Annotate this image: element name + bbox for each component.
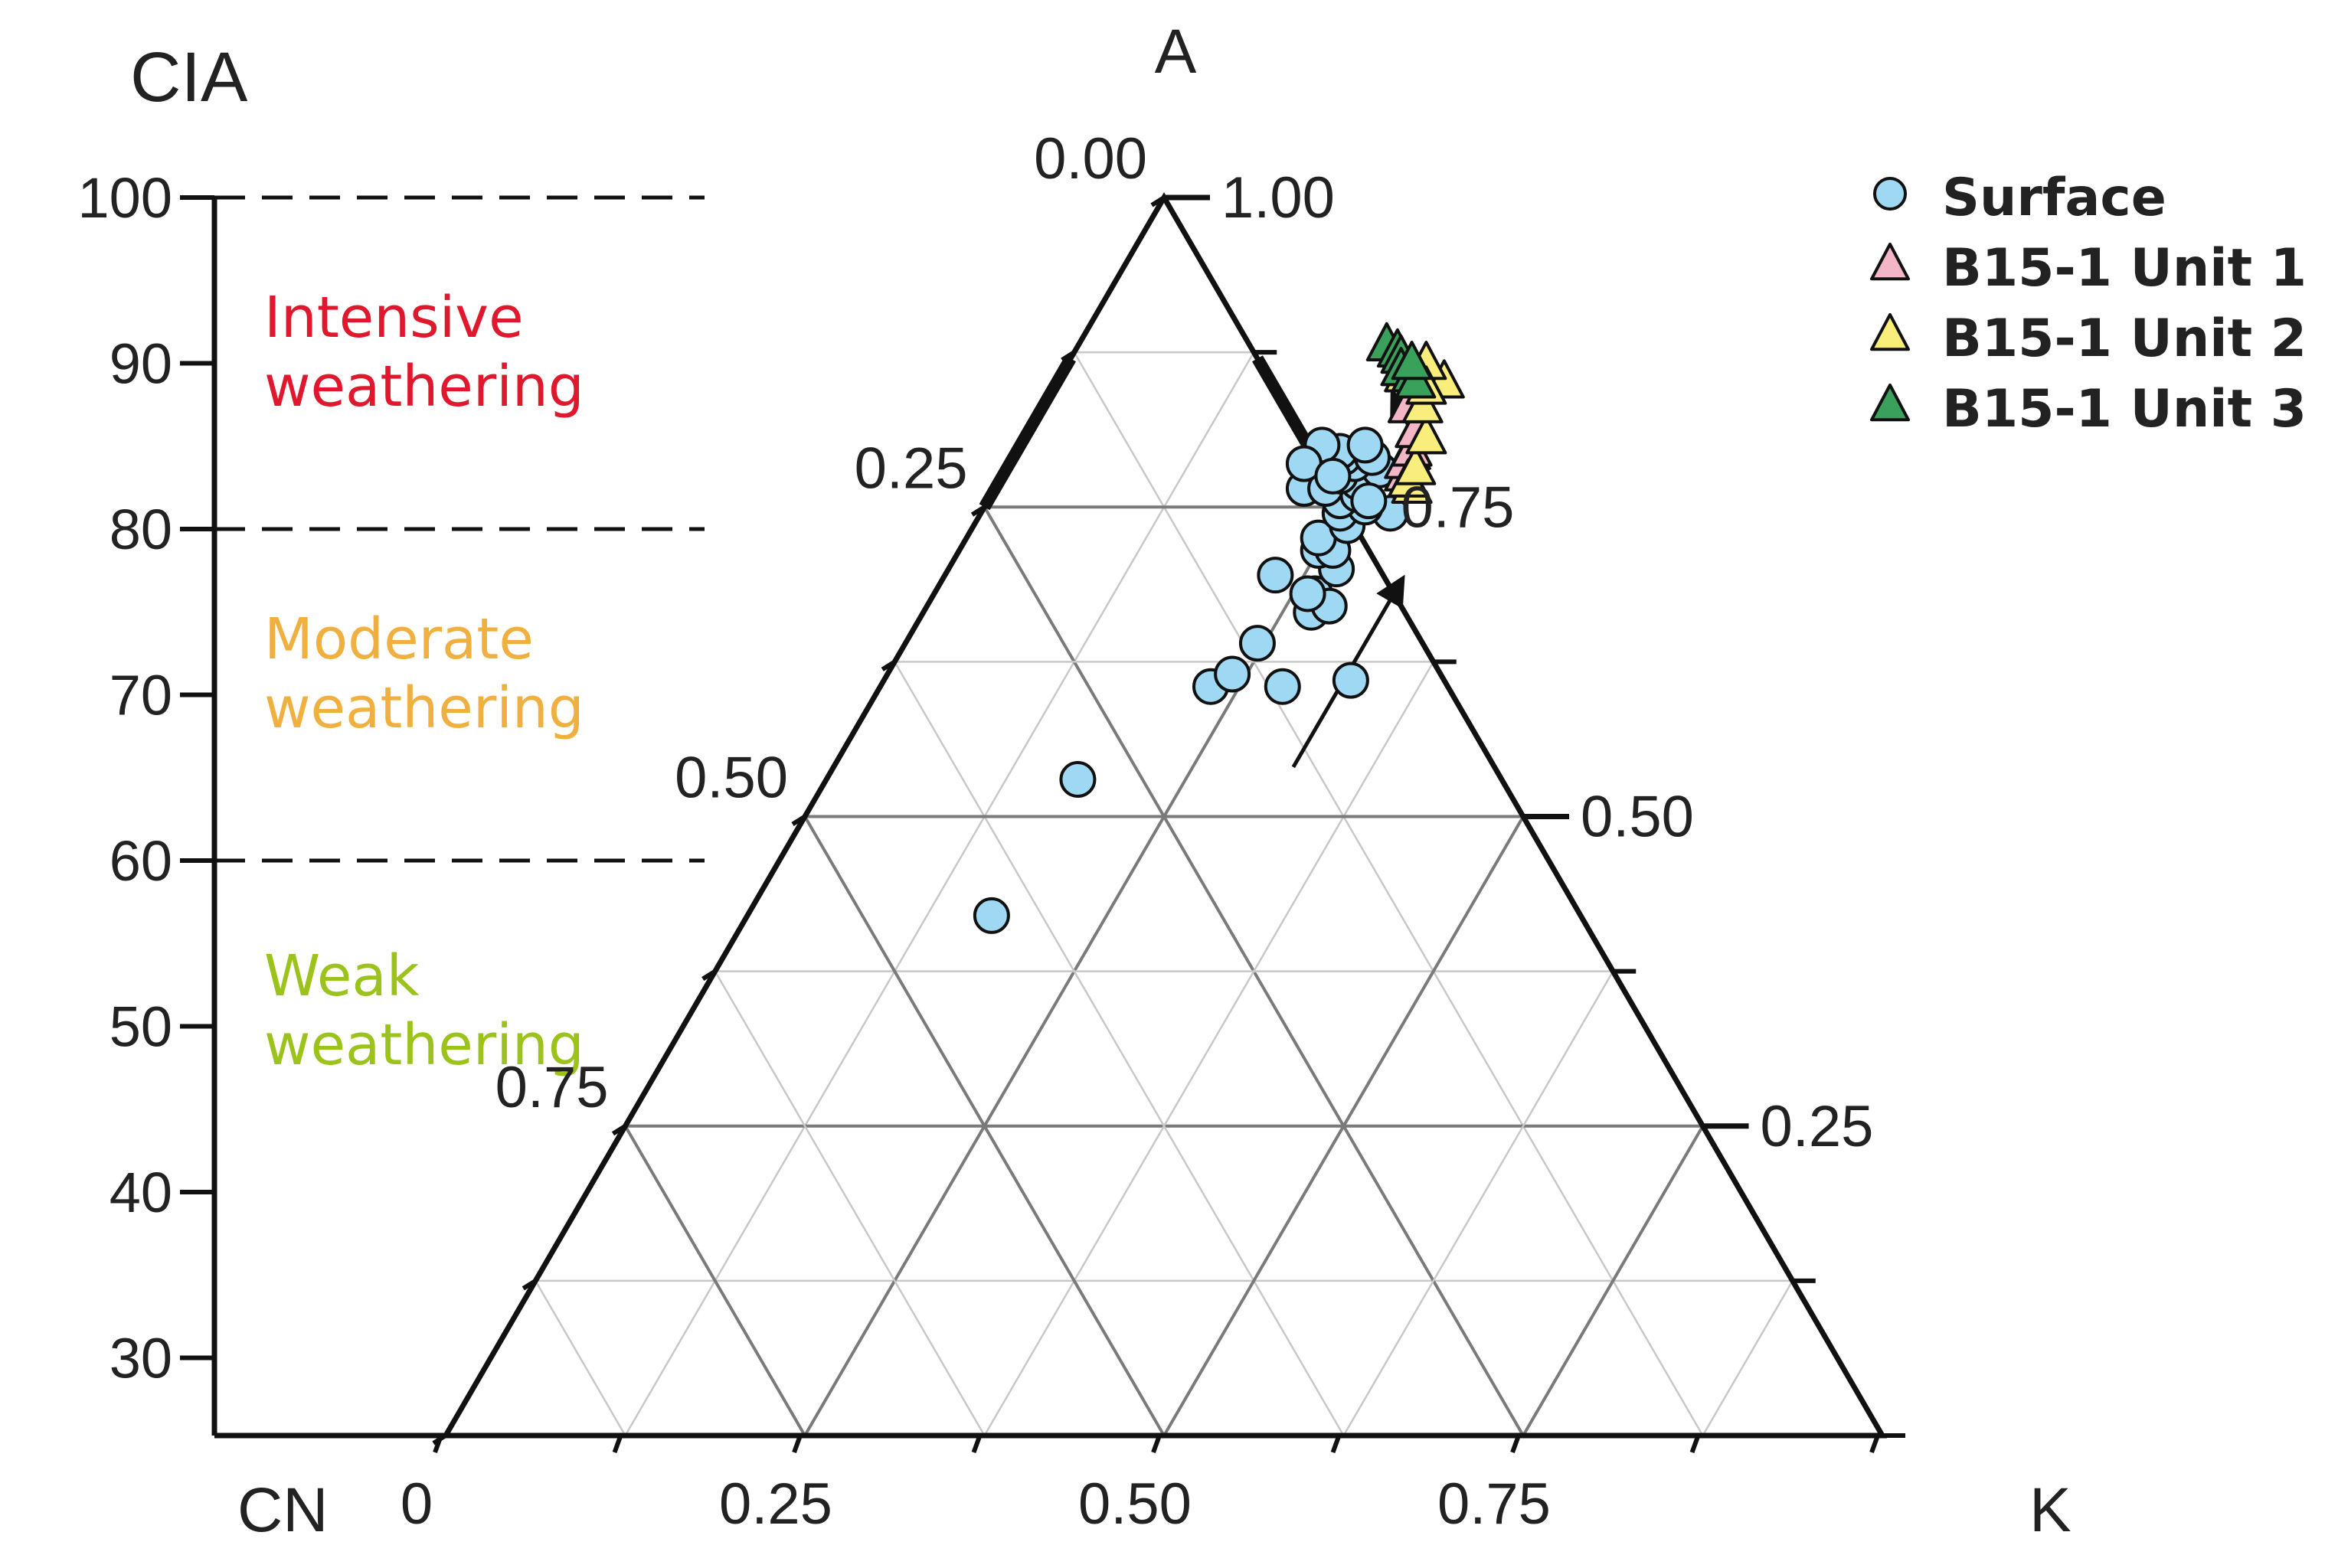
grid-line-cn (894, 661, 1345, 1436)
cia-tick-label: 100 (78, 166, 172, 230)
point-surface (1238, 625, 1276, 662)
zone-label: Intensive (264, 285, 524, 351)
left-edge-label: 0.50 (675, 746, 788, 811)
right-edge-label: 0.25 (1761, 1094, 1874, 1159)
point-surface (1257, 557, 1294, 594)
tick-bottom (792, 1434, 803, 1454)
grid-line-cn (623, 1125, 806, 1437)
zone-label: weathering (264, 1012, 584, 1078)
point-surface (1289, 575, 1326, 612)
right-edge-label: 1.00 (1221, 165, 1335, 230)
zone-label: weathering (264, 675, 584, 741)
left-edge-label: 0.75 (495, 1055, 609, 1120)
bottom-edge-label: 0.75 (1437, 1472, 1551, 1537)
left-edge-label: 0.25 (855, 436, 968, 501)
tick-bottom (971, 1434, 983, 1454)
bottom-edge-label: 0 (401, 1472, 433, 1537)
tick-left (701, 969, 717, 982)
edge-highlight-left (979, 355, 1076, 511)
tick-left (1061, 350, 1076, 362)
grid-line-k (1702, 1280, 1794, 1436)
grid-line-k (624, 351, 1255, 1436)
legend-label: B15-1 Unit 1 (1942, 238, 2307, 299)
ternary-grid (535, 351, 1794, 1437)
axis-labels: A CN K 0.00 0.25 0.50 0.75 1.00 0.75 0.50 0.25 0 0.2… (237, 17, 2072, 1545)
zone-label: weathering (264, 354, 584, 420)
grid-line-cn (714, 970, 986, 1436)
right-edge-label: 0.50 (1581, 785, 1694, 850)
left-edge-label: 0.00 (1034, 126, 1147, 191)
cia-tick-label: 60 (110, 829, 172, 893)
tick-bottom (1869, 1434, 1880, 1454)
bottom-edge-label: 0.25 (719, 1472, 832, 1537)
cia-tick-label: 70 (110, 664, 172, 727)
vertex-label-a: A (1155, 17, 1197, 87)
right-edge-label: 0.75 (1401, 475, 1515, 540)
data-points (973, 322, 1465, 934)
vertex-label-k: K (2029, 1475, 2072, 1545)
tick-bottom (1689, 1434, 1701, 1454)
tick-bottom (1330, 1434, 1342, 1454)
point-surface (1264, 668, 1301, 705)
cia-tick-label: 80 (110, 498, 172, 561)
cia-axis-title: CIA (130, 38, 248, 116)
tick-bottom (1151, 1434, 1162, 1454)
cia-tick-label: 40 (110, 1161, 172, 1224)
tick-bottom (612, 1434, 623, 1454)
tick-left (522, 1279, 537, 1291)
point-b15-1-unit-2 (1405, 415, 1447, 455)
cia-tick-label: 90 (110, 332, 172, 396)
zone-label: Moderate (264, 606, 534, 672)
vertex-label-cn: CN (237, 1475, 328, 1545)
point-b15-1-unit-3 (1391, 341, 1433, 381)
legend-marker-triangle (1870, 312, 1910, 351)
tick-left (970, 505, 986, 517)
grid-line-cn (1073, 351, 1704, 1436)
legend-label: Surface (1942, 168, 2166, 228)
cia-scale: 10090807060504030CIAIntensiveweatheringM… (78, 38, 705, 1439)
tick-left (791, 814, 806, 827)
tick-left (611, 1124, 627, 1136)
grid-line-k (1342, 970, 1614, 1436)
legend-marker-triangle (1870, 383, 1910, 422)
point-surface (973, 897, 1010, 934)
grid-line-k (1162, 815, 1525, 1437)
legend-marker-triangle (1870, 242, 1910, 281)
point-b15-1-unit-2 (1395, 446, 1437, 485)
legend: Surface B15-1 Unit 1 B15-1 Unit 2 B15-1 Uni… (1870, 168, 2307, 439)
grid-line-k (1522, 1125, 1705, 1437)
point-surface (1350, 482, 1388, 520)
point-surface (1346, 426, 1384, 464)
cia-tick-label: 50 (110, 995, 172, 1059)
legend-label: B15-1 Unit 2 (1942, 309, 2307, 369)
point-surface (1059, 760, 1097, 798)
grid-line-cn (803, 815, 1166, 1437)
legend-marker-surface (1873, 177, 1907, 211)
cia-tick-label: 30 (110, 1327, 172, 1390)
tick-left (881, 659, 896, 671)
legend-label: B15-1 Unit 3 (1942, 379, 2307, 439)
grid-line-cn (535, 1280, 626, 1436)
tick-left (1150, 195, 1166, 207)
grid-line-k (983, 661, 1434, 1436)
point-surface (1314, 457, 1352, 495)
tick-bottom (1510, 1434, 1521, 1454)
point-surface (1332, 662, 1369, 699)
bottom-edge-label: 0.50 (1078, 1472, 1192, 1537)
zone-label: Weak (264, 943, 420, 1009)
point-surface (1214, 655, 1251, 693)
